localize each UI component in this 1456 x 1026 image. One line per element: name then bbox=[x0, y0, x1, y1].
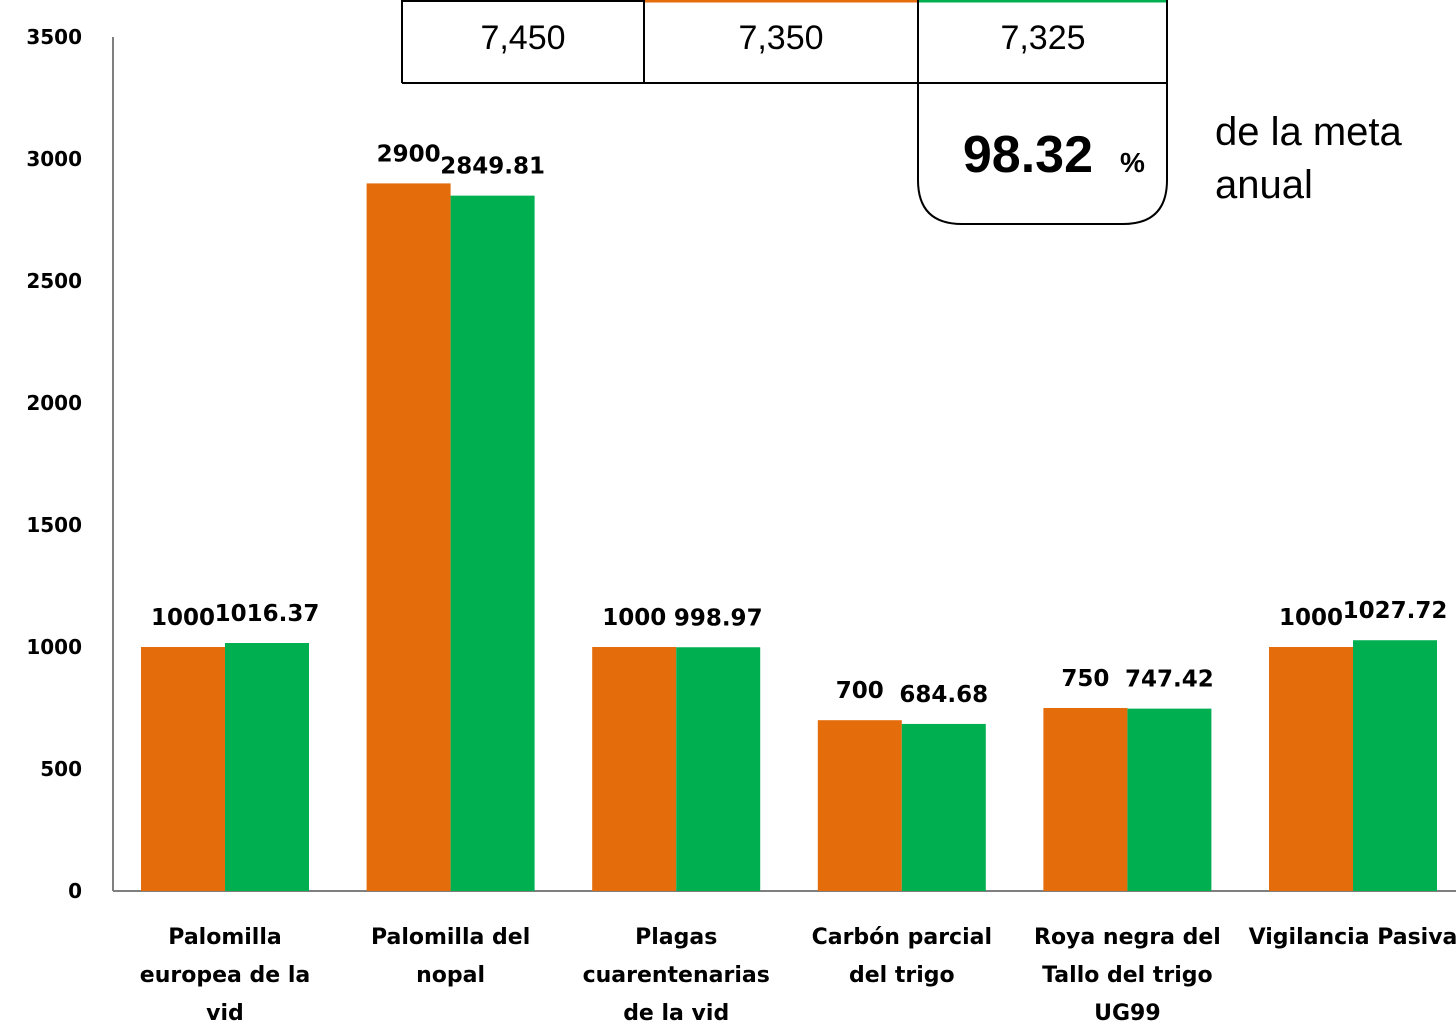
y-tick-label: 2000 bbox=[26, 391, 82, 415]
bar bbox=[366, 183, 451, 891]
category-label: europea de la bbox=[140, 963, 310, 988]
category-label: Tallo del trigo bbox=[1042, 963, 1213, 988]
bar bbox=[676, 647, 761, 891]
y-tick-label: 3500 bbox=[26, 25, 82, 49]
category-label: cuarentenarias bbox=[583, 963, 770, 988]
data-label: 1016.37 bbox=[215, 601, 320, 627]
data-label: 1000 bbox=[151, 605, 215, 631]
category-label: de la vid bbox=[623, 1001, 729, 1026]
percent-value: 98.32 bbox=[963, 126, 1093, 184]
bar bbox=[817, 720, 902, 891]
table-value-1: 7,450 bbox=[480, 19, 565, 57]
percent-sign: % bbox=[1120, 147, 1145, 178]
category-label: Plagas bbox=[635, 925, 717, 950]
note-line-2: anual bbox=[1215, 163, 1313, 207]
data-label: 2849.81 bbox=[440, 154, 545, 180]
data-label: 700 bbox=[836, 678, 884, 704]
category-label: Roya negra del bbox=[1034, 925, 1221, 950]
bar bbox=[1127, 708, 1212, 891]
bars bbox=[141, 183, 1437, 891]
data-label: 747.42 bbox=[1125, 667, 1214, 693]
y-tick-label: 1500 bbox=[26, 513, 82, 537]
bar bbox=[592, 647, 677, 891]
y-tick-label: 500 bbox=[40, 757, 82, 781]
bar bbox=[1043, 708, 1128, 891]
bar bbox=[450, 195, 535, 891]
note-line-1: de la meta bbox=[1215, 110, 1403, 154]
category-label: Carbón parcial bbox=[812, 925, 992, 950]
bar bbox=[141, 647, 225, 891]
y-tick-label: 1000 bbox=[26, 635, 82, 659]
bar bbox=[1353, 640, 1437, 891]
category-label: UG99 bbox=[1094, 1001, 1161, 1026]
category-label: nopal bbox=[416, 963, 485, 988]
category-label: del trigo bbox=[849, 963, 955, 988]
data-label: 684.68 bbox=[899, 682, 988, 708]
category-labels: Palomilla europea de la vid Palomilla del no… bbox=[140, 925, 1456, 1026]
table-value-2: 7,350 bbox=[738, 19, 823, 57]
percent-box bbox=[917, 83, 1168, 225]
data-label: 1000 bbox=[602, 605, 666, 631]
y-tick-label: 0 bbox=[68, 879, 82, 903]
category-label: vid bbox=[206, 1001, 244, 1026]
data-label: 1000 bbox=[1279, 605, 1343, 631]
axes: 0 500 1000 1500 2000 2500 3000 3500 bbox=[26, 25, 1456, 903]
y-tick-label: 3000 bbox=[26, 147, 82, 171]
y-tick-label: 2500 bbox=[26, 269, 82, 293]
bar bbox=[901, 723, 986, 891]
data-label: 750 bbox=[1061, 666, 1109, 692]
data-label: 1027.72 bbox=[1343, 598, 1448, 624]
category-label: Vigilancia Pasiva bbox=[1249, 925, 1456, 950]
table-value-3: 7,325 bbox=[1000, 19, 1085, 57]
summary-table: 7,450 7,350 7,325 98.32 % de la meta anu… bbox=[401, 0, 1403, 225]
data-label: 2900 bbox=[377, 141, 441, 167]
category-label: Palomilla del bbox=[371, 925, 530, 950]
bar bbox=[1269, 647, 1353, 891]
data-label: 998.97 bbox=[674, 605, 763, 631]
category-label: Palomilla bbox=[168, 925, 281, 950]
bar bbox=[225, 643, 309, 891]
